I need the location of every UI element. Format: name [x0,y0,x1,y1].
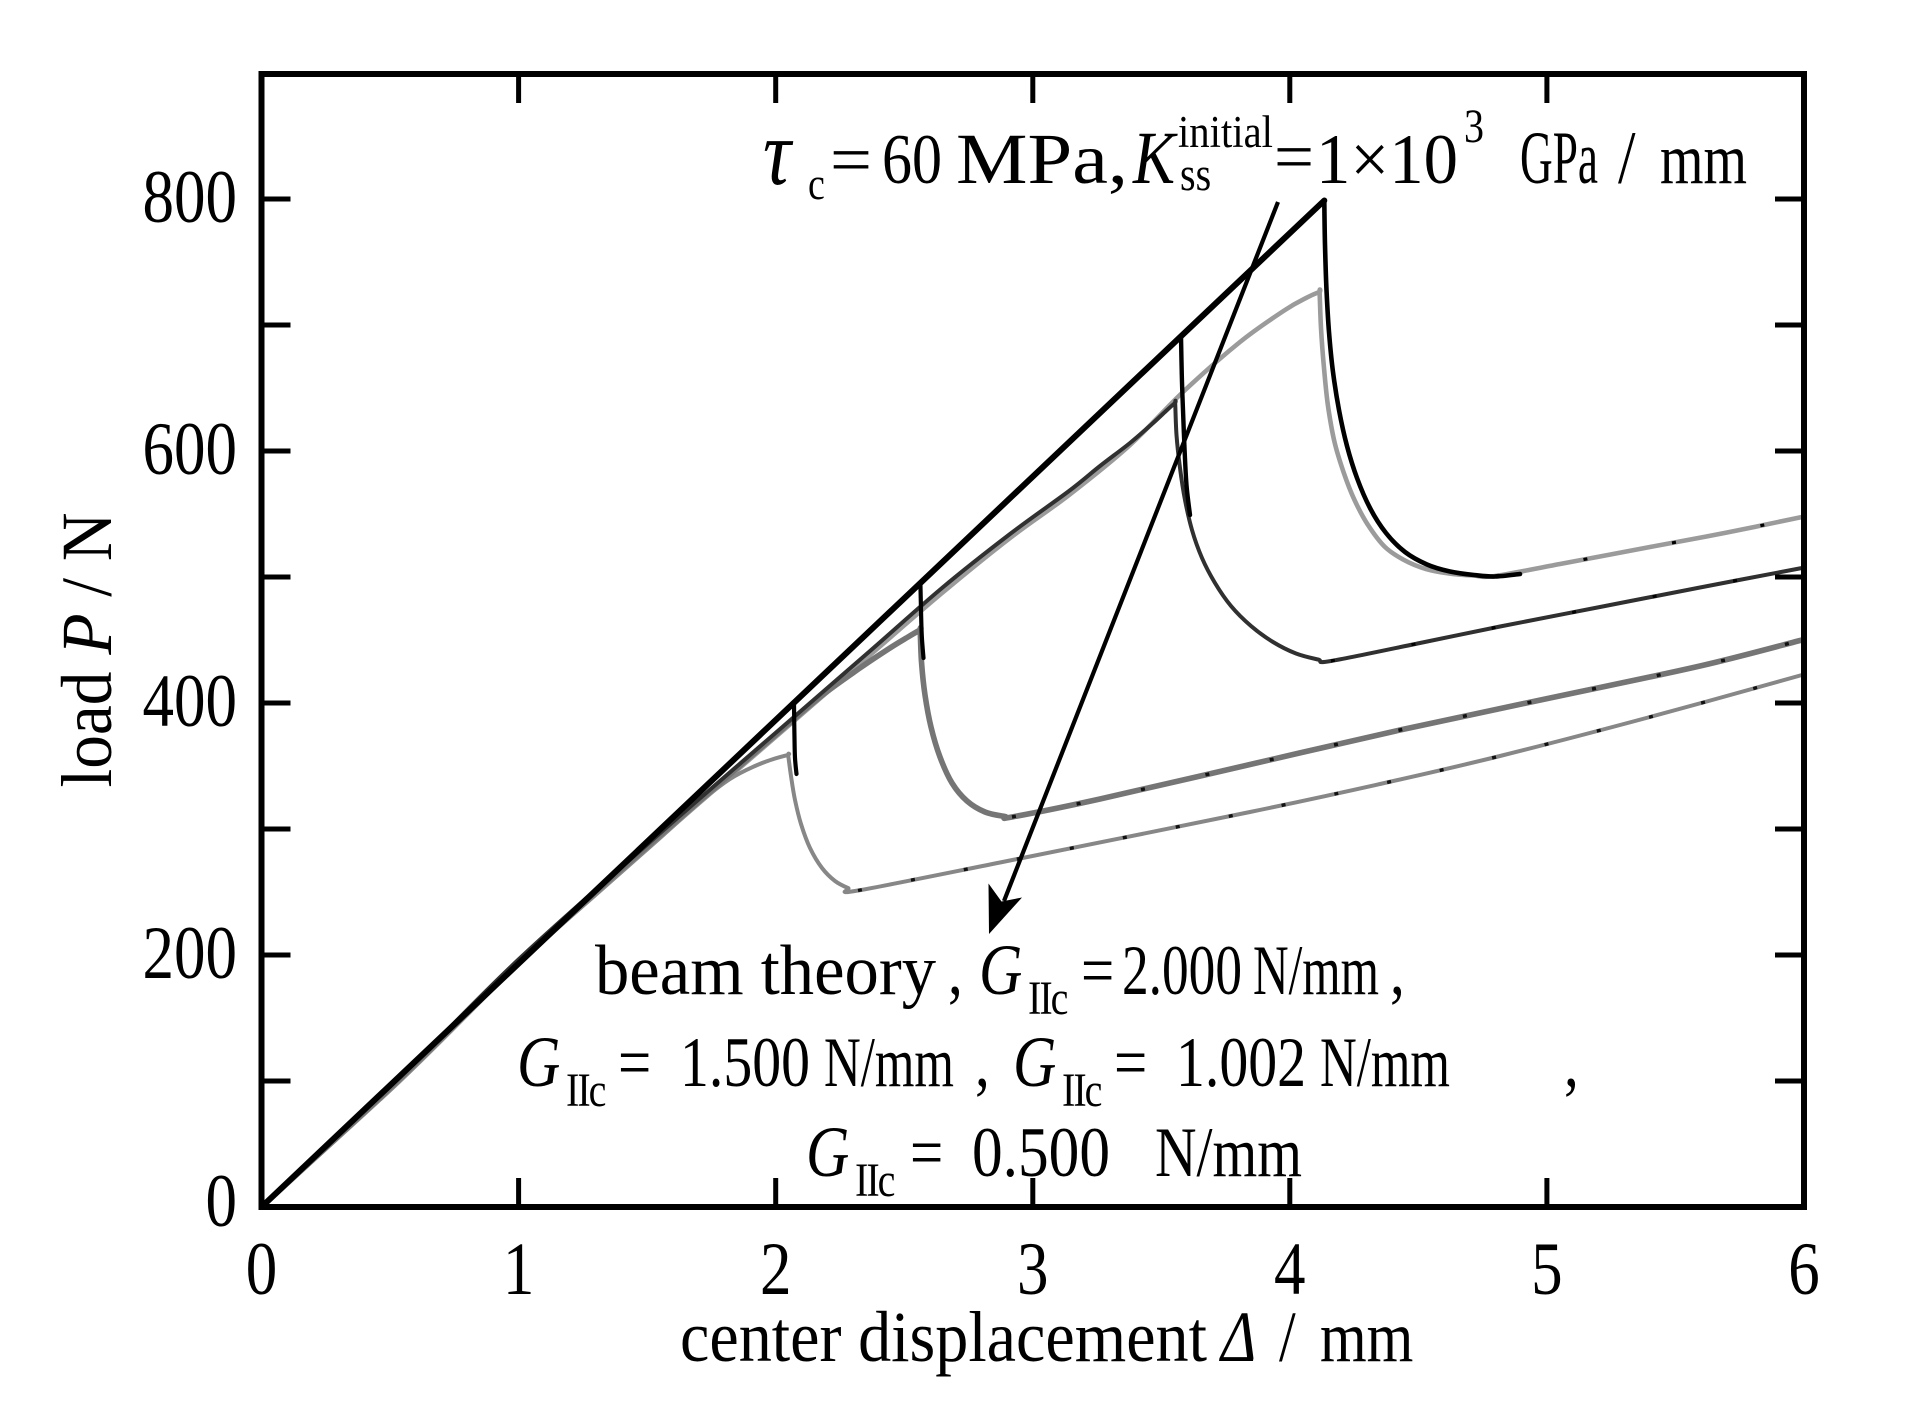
svg-text:=: = [1081,932,1114,1010]
svg-text:center displacement: center displacement [680,1298,1208,1377]
svg-text:200: 200 [143,912,237,996]
svg-text:,: , [1564,1024,1579,1102]
svg-text:5: 5 [1531,1228,1563,1312]
svg-text:G: G [806,1113,849,1192]
svg-text:K: K [1132,117,1178,201]
svg-text:0.500: 0.500 [972,1114,1110,1192]
svg-text:=: = [830,122,872,198]
svg-text:=: = [1114,1024,1147,1102]
svg-text:1.002: 1.002 [1176,1024,1306,1102]
svg-text:GPa: GPa [1520,117,1598,201]
svg-text:2: 2 [760,1228,792,1312]
svg-text:=: = [618,1024,651,1102]
svg-text:G: G [1013,1023,1056,1102]
svg-text:ss: ss [1180,148,1211,201]
svg-text:c: c [808,160,825,210]
svg-text:beam theory: beam theory [595,932,936,1010]
svg-text:IIc: IIc [566,1064,606,1117]
svg-text:N/mm: N/mm [824,1024,954,1102]
svg-text:0: 0 [205,1160,237,1244]
svg-text:400: 400 [143,660,237,744]
svg-text:3: 3 [1017,1228,1049,1312]
svg-text:N/mm: N/mm [1253,932,1379,1010]
svg-text:60: 60 [882,121,942,199]
svg-text:1: 1 [503,1228,535,1312]
svg-text:G: G [517,1023,560,1102]
svg-text:2.000: 2.000 [1122,932,1242,1010]
svg-text:load P / N: load P / N [48,513,127,788]
svg-text:IIc: IIc [855,1154,895,1207]
svg-text:4: 4 [1274,1228,1306,1312]
svg-text:0: 0 [246,1228,278,1312]
svg-text:MPa,: MPa, [956,120,1128,199]
svg-text:N/mm: N/mm [1155,1114,1302,1192]
svg-text:=: = [910,1114,943,1192]
svg-text:mm: mm [1320,1298,1413,1377]
svg-text:IIc: IIc [1062,1064,1102,1117]
svg-text:Δ: Δ [1218,1298,1256,1377]
svg-text:/: / [1279,1298,1296,1377]
svg-text:mm: mm [1660,120,1747,199]
svg-text:1.500: 1.500 [680,1024,810,1102]
svg-text:/: / [1618,117,1636,201]
svg-text:τ: τ [763,100,794,204]
svg-text:,: , [975,1024,990,1102]
svg-text:initial: initial [1178,108,1273,158]
svg-text:800: 800 [143,156,237,240]
svg-text:IIc: IIc [1028,972,1068,1025]
svg-text:6: 6 [1788,1228,1820,1312]
svg-text:N/mm: N/mm [1320,1024,1450,1102]
svg-text:=: = [1274,119,1314,195]
svg-text:,: , [1390,932,1405,1010]
svg-text:G: G [979,931,1022,1010]
svg-text:600: 600 [143,408,237,492]
svg-text:3: 3 [1464,100,1484,153]
svg-text:1×10: 1×10 [1316,121,1458,199]
svg-text:,: , [948,932,963,1010]
